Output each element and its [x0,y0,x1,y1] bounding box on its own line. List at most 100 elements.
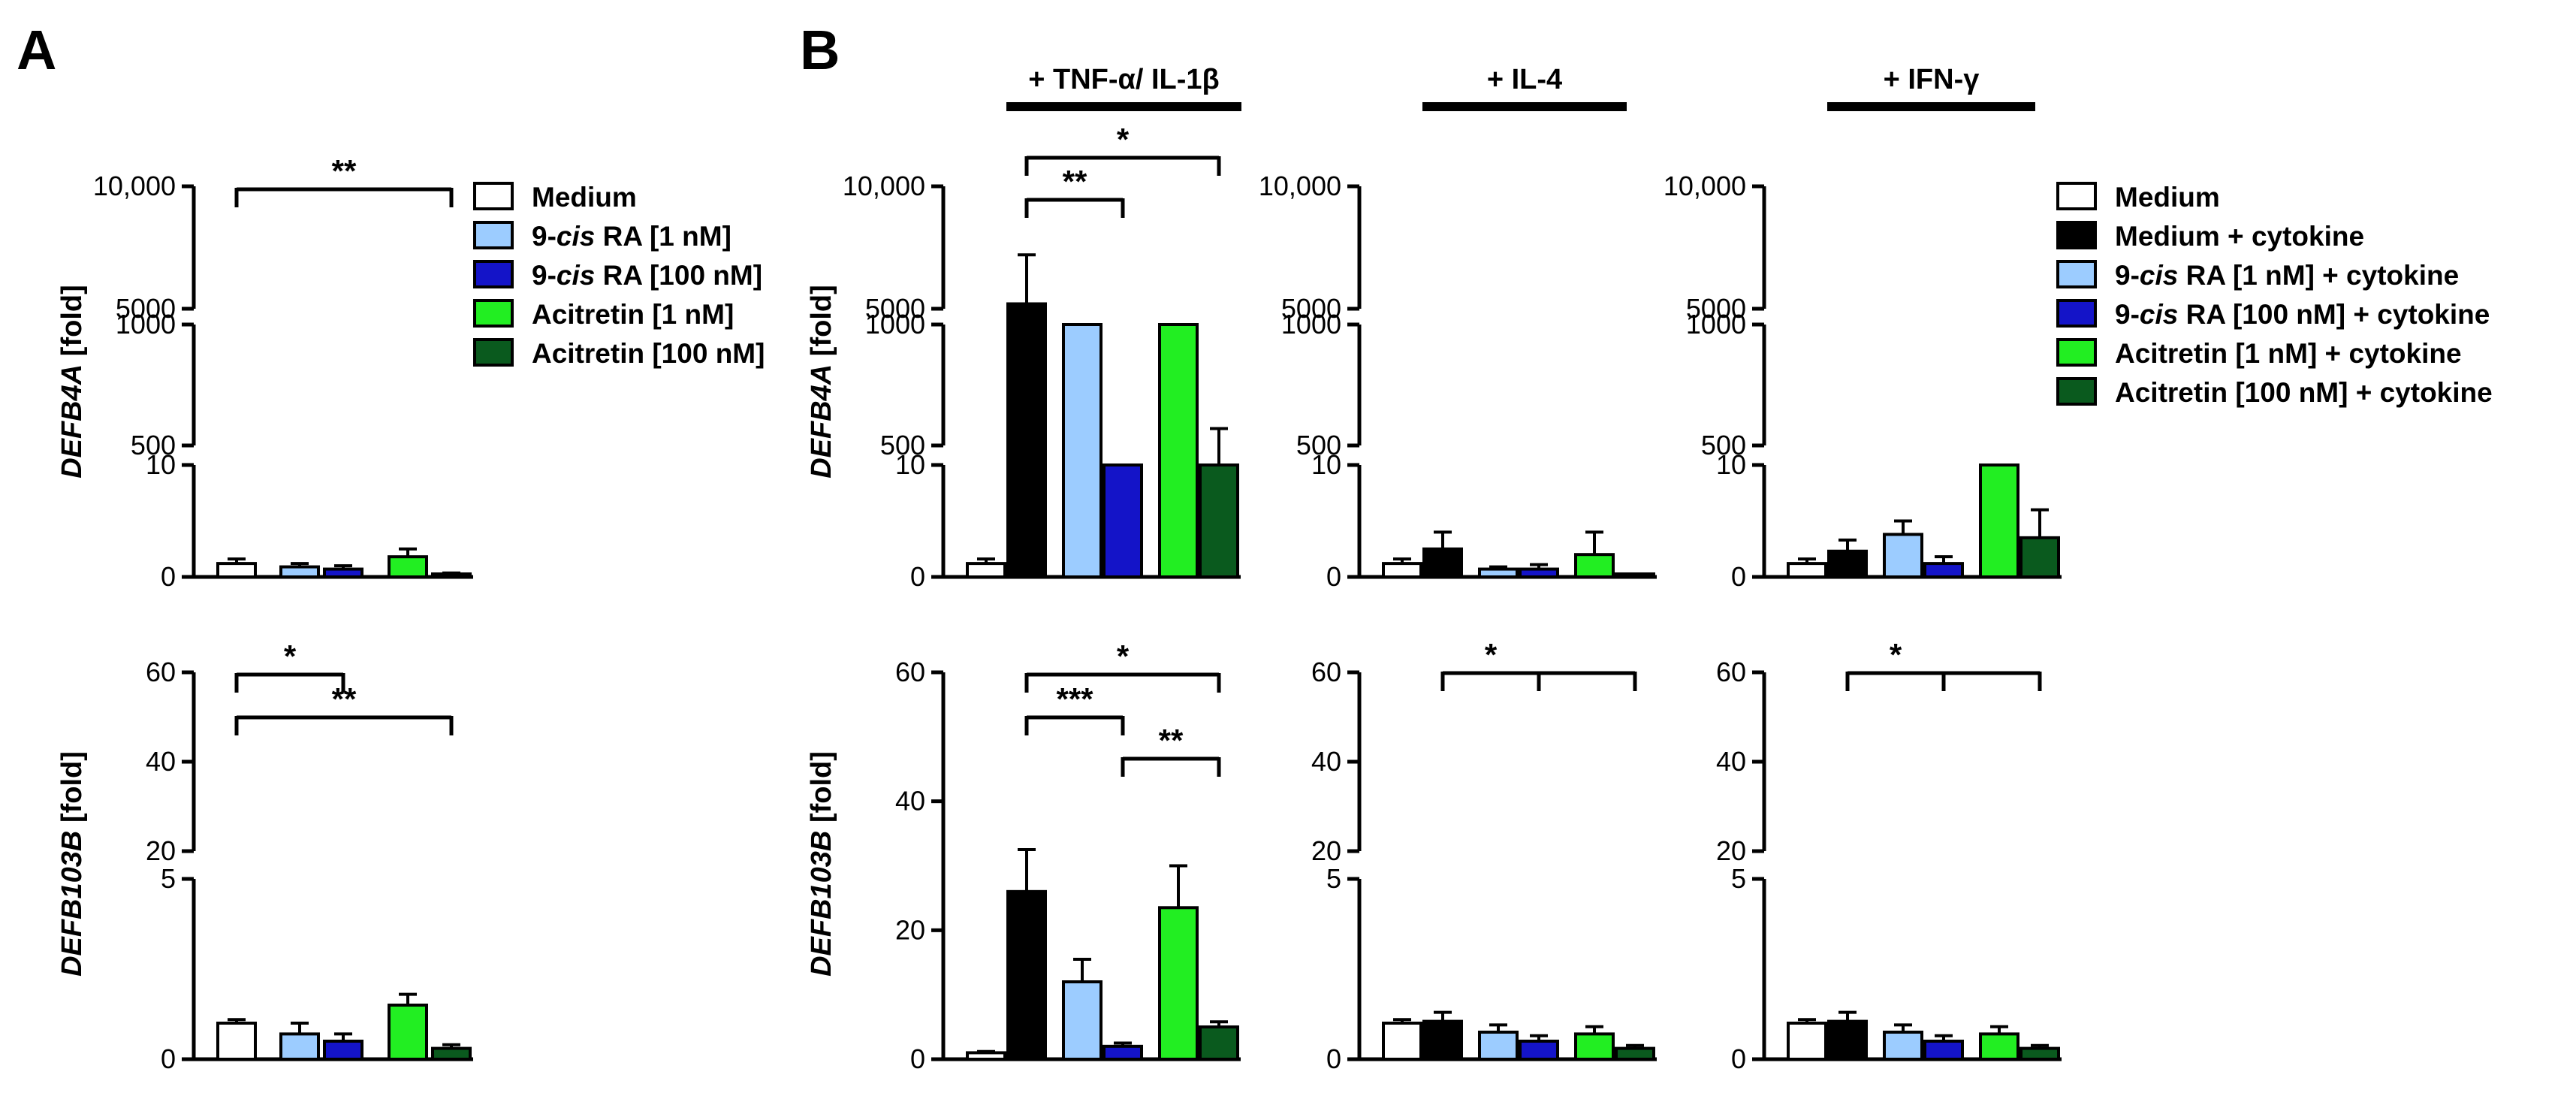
bar [1923,1040,1964,1061]
y-tick-label: 40 [895,786,925,817]
y-tick-label: 5 [1326,863,1341,894]
y-tick-label: 10 [895,449,925,480]
bar [431,1046,472,1061]
legend-swatch [473,299,514,328]
y-tick-label: 5000 [116,293,176,324]
panel-label-b: B [800,19,840,81]
legend-swatch [2056,377,2097,406]
legend-label: Acitretin [1 nM] [532,299,734,330]
legend-panel-a: Medium 9-cis RA [1 nM] 9-cis RA [100 nM] Ac… [473,182,765,369]
subplot-b-defb103b-ifn: 60 40 205 0 * [1716,637,2062,1074]
y-tick-label: 40 [1311,746,1341,777]
y-tick-label: 60 [895,657,925,687]
legend-swatch [473,260,514,288]
bar [1883,1031,1923,1061]
bar [323,1040,363,1061]
bar [216,562,257,578]
legends: Medium 9-cis RA [1 nM] 9-cis RA [100 nM] Ac… [473,182,2493,408]
y-tick-label: 0 [161,1043,176,1074]
y-tick-label: 20 [1716,835,1746,866]
legend-label: Acitretin [100 nM] [532,338,765,369]
bar [1006,302,1047,578]
bar [1006,889,1047,1061]
legend-swatch [2056,260,2097,288]
bar [2019,1046,2060,1061]
bar [1979,463,2019,578]
significance-label: ** [1159,723,1184,758]
bar [1422,1019,1463,1061]
legend-label: Medium + cytokine [2115,221,2364,252]
y-tick-label: 40 [1716,746,1746,777]
y-tick-label: 10 [1716,449,1746,480]
bar [1827,549,1868,578]
bar [1787,562,1827,578]
bar [216,1022,257,1061]
legend-label: Medium [2115,182,2220,213]
bar [1199,1025,1239,1061]
column-header-bar [1006,102,1241,111]
legend-swatch [473,221,514,249]
y-tick-label: 10 [146,449,176,480]
y-tick-label: 1000 [116,309,176,340]
legend-panel-b: Medium Medium + cytokine 9-cis RA [1 nM] +… [2056,182,2493,408]
column-header: + IFN-γ [1884,64,1980,95]
significance-label: *** [1056,681,1093,717]
y-tick-label: 1000 [1281,309,1341,340]
bar [1102,1044,1143,1061]
significance-label: * [284,639,297,674]
y-tick-label: 5 [161,863,176,894]
legend-label: 9-cis RA [100 nM] + cytokine [2115,299,2490,330]
legend-label: 9-cis RA [1 nM] + cytokine [2115,260,2459,291]
y-tick-label: 0 [910,561,925,592]
column-header: + IL-4 [1487,64,1562,95]
bar [966,1051,1006,1061]
y-tick-label: 0 [1731,1043,1746,1074]
y-tick-label: 500 [131,430,176,460]
bar [1574,1032,1615,1061]
panel-label-a: A [17,19,56,81]
bar [1923,562,1964,578]
y-tick-label: 0 [1326,561,1341,592]
y-tick-label: 5000 [1686,293,1746,324]
y-axis-label: DEFB103B [fold] [56,751,88,977]
bar [1519,1040,1559,1061]
y-tick-label: 60 [1716,657,1746,687]
y-tick-label: 20 [895,914,925,945]
bar [1422,547,1463,578]
bar [1574,553,1615,579]
bar [1062,980,1102,1061]
column-header-bar [1422,102,1627,111]
y-tick-label: 10,000 [843,171,925,201]
column-header-bar [1827,102,2035,111]
y-tick-label: 10 [1311,449,1341,480]
bar [1478,567,1519,579]
significance-label: ** [332,153,357,189]
y-tick-label: 0 [161,561,176,592]
y-axis-label: DEFB103B [fold] [806,751,837,977]
y-tick-label: 5000 [1281,293,1341,324]
y-tick-label: 40 [146,746,176,777]
bar [388,555,428,578]
bar [2019,536,2060,578]
bar [1158,906,1199,1061]
significance-label: * [1117,639,1130,674]
y-tick-label: 60 [146,657,176,687]
y-tick-label: 500 [1701,430,1746,460]
legend-label: Acitretin [1 nM] + cytokine [2115,338,2462,369]
significance-label: ** [332,681,357,717]
y-tick-label: 5000 [865,293,925,324]
significance-label: ** [1063,164,1087,199]
legend-label: 9-cis RA [1 nM] [532,221,731,252]
significance-label: * [1117,122,1130,157]
significance-label: * [1890,637,1902,672]
y-tick-label: 500 [1296,430,1341,460]
y-tick-label: 1000 [865,309,925,340]
